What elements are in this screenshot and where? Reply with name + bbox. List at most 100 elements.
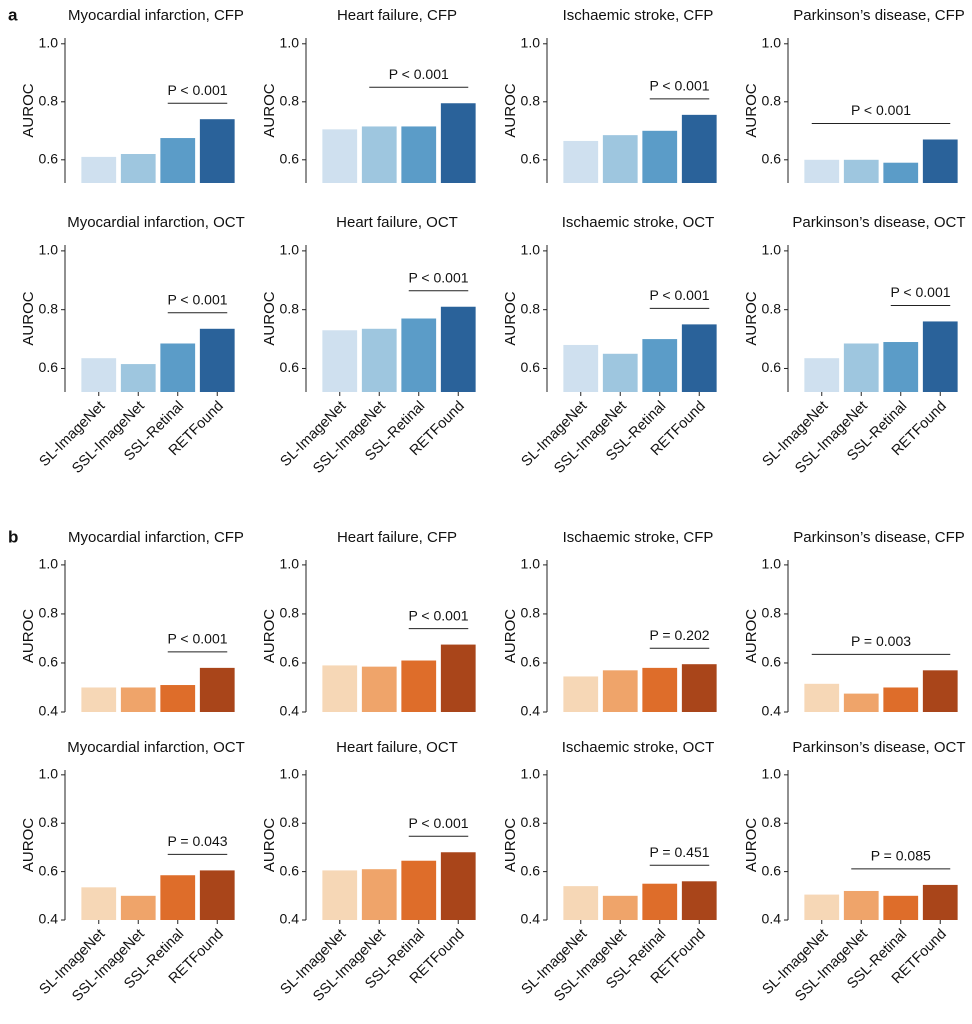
y-tick-label: 1.0 (521, 35, 541, 51)
chart-title: Myocardial infarction, CFP (68, 529, 244, 546)
bar (642, 883, 678, 920)
bar (883, 162, 919, 183)
y-tick-label: 1.0 (521, 242, 541, 258)
chart-title: Heart failure, OCT (336, 739, 458, 756)
bar (563, 140, 599, 183)
chart-title: Ischaemic stroke, OCT (562, 214, 715, 231)
bar (160, 138, 196, 183)
bar (120, 895, 156, 920)
bar (120, 687, 156, 712)
bar (804, 894, 840, 920)
y-tick-label: 0.8 (280, 605, 300, 621)
y-tick-label: 0.4 (762, 703, 782, 719)
panel-label: b (8, 527, 18, 546)
y-tick-label: 0.6 (521, 151, 541, 167)
bar (922, 884, 958, 920)
y-axis-label: AUROC (261, 818, 278, 872)
bar (401, 318, 437, 392)
y-axis-label: AUROC (743, 83, 760, 137)
bar (642, 339, 678, 392)
chart-title: Heart failure, OCT (336, 214, 458, 231)
y-tick-label: 0.6 (762, 862, 782, 878)
bar (440, 306, 476, 392)
y-tick-label: 0.4 (280, 911, 300, 927)
y-tick-label: 1.0 (280, 766, 300, 782)
y-tick-label: 1.0 (280, 35, 300, 51)
p-value: P < 0.001 (649, 78, 709, 94)
chart-title: Myocardial infarction, OCT (67, 214, 245, 231)
bar (361, 869, 397, 920)
p-value: P = 0.202 (649, 627, 709, 643)
y-axis-label: AUROC (502, 83, 519, 137)
y-tick-label: 0.6 (280, 151, 300, 167)
y-axis-label: AUROC (502, 609, 519, 663)
bar (322, 870, 358, 920)
y-tick-label: 0.6 (280, 862, 300, 878)
y-tick-label: 0.4 (762, 911, 782, 927)
y-tick-label: 0.6 (39, 151, 59, 167)
p-value: P < 0.001 (167, 82, 227, 98)
bar (804, 683, 840, 712)
y-tick-label: 0.8 (762, 93, 782, 109)
chart-title: Parkinson’s disease, OCT (792, 739, 965, 756)
y-tick-label: 0.8 (39, 814, 59, 830)
y-axis-label: AUROC (20, 83, 37, 137)
y-axis-label: AUROC (261, 83, 278, 137)
y-tick-label: 0.4 (521, 703, 541, 719)
chart-title: Myocardial infarction, CFP (68, 7, 244, 24)
y-tick-label: 0.8 (521, 93, 541, 109)
bar (322, 129, 358, 183)
y-tick-label: 0.4 (39, 703, 59, 719)
y-tick-label: 1.0 (762, 242, 782, 258)
bar (681, 114, 717, 183)
bar (440, 103, 476, 183)
y-axis-label: AUROC (502, 291, 519, 345)
bar (322, 665, 358, 712)
y-tick-label: 1.0 (39, 242, 59, 258)
y-tick-label: 0.4 (39, 911, 59, 927)
y-tick-label: 1.0 (762, 556, 782, 572)
bar (401, 126, 437, 183)
bar (563, 886, 599, 920)
chart-title: Ischaemic stroke, OCT (562, 739, 715, 756)
bar (681, 324, 717, 392)
y-axis-label: AUROC (261, 609, 278, 663)
bar (602, 895, 638, 920)
y-tick-label: 0.6 (762, 654, 782, 670)
y-tick-label: 1.0 (39, 35, 59, 51)
bar (804, 159, 840, 183)
p-value: P < 0.001 (649, 287, 709, 303)
y-tick-label: 0.8 (280, 93, 300, 109)
p-value: P = 0.451 (649, 844, 709, 860)
y-tick-label: 0.6 (762, 151, 782, 167)
bar (883, 895, 919, 920)
bar (81, 358, 117, 392)
y-tick-label: 1.0 (762, 35, 782, 51)
bar (361, 666, 397, 712)
bar (642, 130, 678, 183)
y-tick-label: 0.8 (39, 93, 59, 109)
y-tick-label: 0.6 (280, 359, 300, 375)
bar (440, 644, 476, 712)
y-tick-label: 0.8 (280, 814, 300, 830)
y-tick-label: 1.0 (39, 766, 59, 782)
bar (922, 670, 958, 712)
y-axis-label: AUROC (20, 291, 37, 345)
bar (642, 667, 678, 712)
p-value: P < 0.001 (408, 607, 468, 623)
bar (199, 667, 235, 712)
bar (883, 687, 919, 712)
bar (843, 693, 879, 712)
y-tick-label: 0.4 (280, 703, 300, 719)
bar (361, 328, 397, 392)
p-value: P < 0.001 (167, 291, 227, 307)
bar (81, 156, 117, 183)
bar (401, 860, 437, 920)
p-value: P < 0.001 (851, 102, 911, 118)
bar (361, 126, 397, 183)
y-tick-label: 0.8 (280, 300, 300, 316)
y-tick-label: 1.0 (39, 556, 59, 572)
y-tick-label: 0.8 (521, 605, 541, 621)
bar (681, 881, 717, 920)
